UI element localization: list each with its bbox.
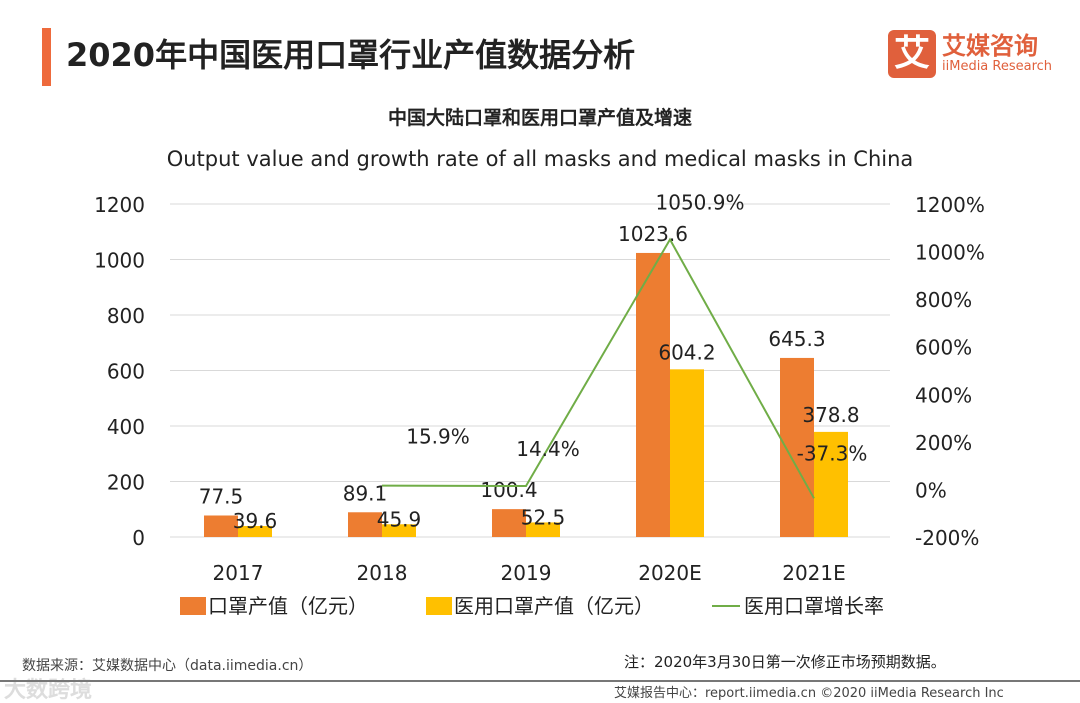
data-label-mask: 1023.6 xyxy=(618,222,688,246)
chart: 中国大陆口罩和医用口罩产值及增速 Output value and growth … xyxy=(94,106,985,618)
y2-tick-label: 400% xyxy=(915,383,972,407)
growth-label: -37.3% xyxy=(797,441,868,465)
data-label-medical: 39.6 xyxy=(233,509,278,533)
title-accent xyxy=(42,28,51,86)
y2-tick-label: 200% xyxy=(915,431,972,455)
x-tick-label: 2020E xyxy=(638,561,702,585)
y2-tick-label: 0% xyxy=(915,478,947,502)
data-label-mask: 645.3 xyxy=(768,327,825,351)
data-label-medical: 45.9 xyxy=(377,507,422,531)
page-title: 2020年中国医用口罩行业产值数据分析 xyxy=(66,36,636,74)
bar-mask-output xyxy=(636,252,670,538)
y-tick-label: 800 xyxy=(107,304,145,328)
data-source: 数据来源：艾媒数据中心（data.iimedia.cn） xyxy=(22,658,313,674)
y2-tick-label: 800% xyxy=(915,288,972,312)
logo: 艾 艾媒咨询 iiMedia Research xyxy=(888,30,1052,78)
y-tick-label: 1200 xyxy=(94,193,145,217)
logo-mark: 艾 xyxy=(888,30,936,78)
x-tick-label: 2019 xyxy=(501,561,552,585)
logo-cn: 艾媒咨询 xyxy=(942,32,1038,60)
footer-divider xyxy=(0,680,1080,682)
y-tick-label: 0 xyxy=(132,526,145,550)
bar-mask-output xyxy=(204,515,238,537)
data-label-medical: 604.2 xyxy=(658,340,715,364)
growth-label: 1050.9% xyxy=(656,190,745,214)
growth-line xyxy=(381,237,815,499)
y2-tick-label: 1000% xyxy=(915,241,985,265)
data-label-mask: 89.1 xyxy=(343,481,388,505)
bar-medical-mask-output xyxy=(526,522,560,537)
bar-medical-mask-output xyxy=(382,524,416,537)
bar-medical-mask-output xyxy=(814,431,848,537)
logo-en: iiMedia Research xyxy=(942,59,1053,74)
y-tick-label: 400 xyxy=(107,415,145,439)
legend-label-medical: 医用口罩产值（亿元） xyxy=(454,594,654,618)
watermark: 大数跨境 xyxy=(4,678,93,703)
growth-label: 14.4% xyxy=(516,437,580,461)
legend-swatch-mask xyxy=(180,597,206,615)
legend-label-growth: 医用口罩增长率 xyxy=(744,594,884,618)
copyright: 艾媒报告中心：report.iimedia.cn ©2020 iiMedia R… xyxy=(614,686,1004,701)
chart-subtitle: Output value and growth rate of all mask… xyxy=(167,147,914,171)
x-tick-label: 2018 xyxy=(357,561,408,585)
y-tick-label: 600 xyxy=(107,360,145,384)
y2-tick-label: -200% xyxy=(915,526,979,550)
y2-tick-label: 600% xyxy=(915,336,972,360)
x-tick-label: 2017 xyxy=(213,561,264,585)
bar-medical-mask-output xyxy=(238,526,272,537)
bar-mask-output xyxy=(348,512,382,537)
footnote: 注：2020年3月30日第一次修正市场预期数据。 xyxy=(624,653,946,671)
data-label-mask: 77.5 xyxy=(199,484,244,508)
growth-label: 15.9% xyxy=(406,425,470,449)
y-tick-label: 1000 xyxy=(94,249,145,273)
x-tick-label: 2021E xyxy=(782,561,846,585)
bar-mask-output xyxy=(492,509,526,537)
legend-label-mask: 口罩产值（亿元） xyxy=(208,594,368,618)
y-tick-label: 200 xyxy=(107,471,145,495)
legend-swatch-medical xyxy=(426,597,452,615)
bar-medical-mask-output xyxy=(670,369,704,537)
data-label-medical: 378.8 xyxy=(802,403,859,427)
chart-title: 中国大陆口罩和医用口罩产值及增速 xyxy=(388,106,692,129)
y2-tick-label: 1200% xyxy=(915,193,985,217)
data-label-medical: 52.5 xyxy=(521,505,566,529)
